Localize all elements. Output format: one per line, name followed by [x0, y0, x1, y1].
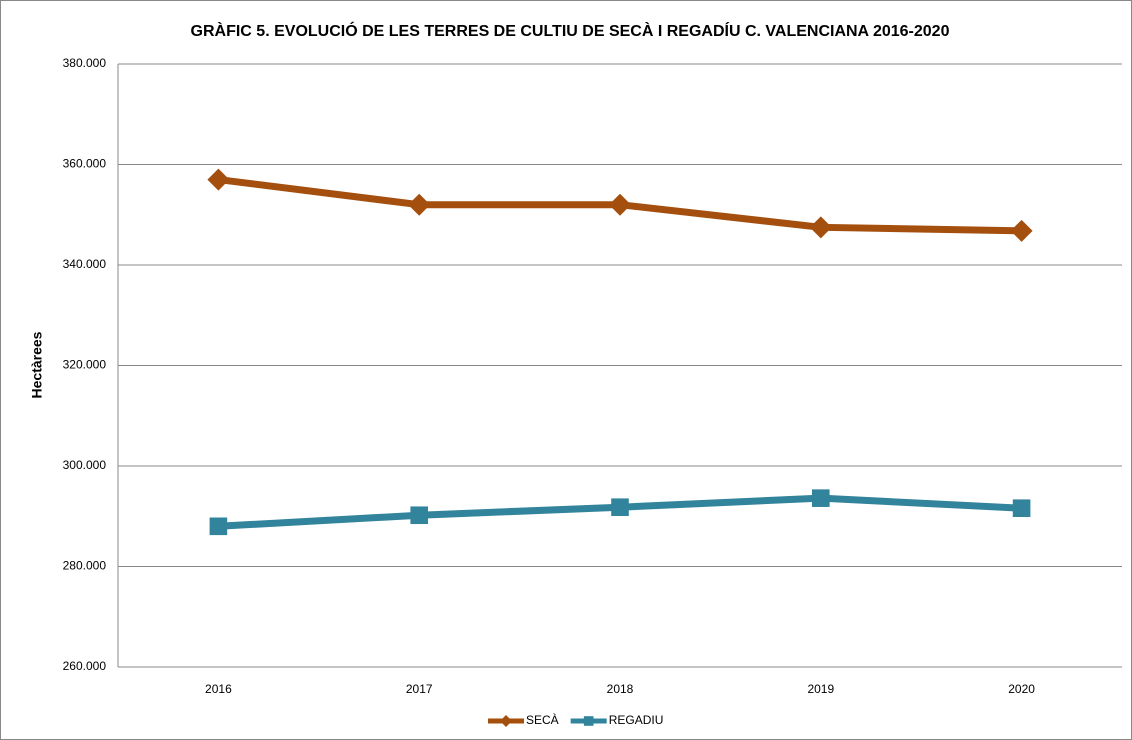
marker: [209, 517, 228, 536]
chart-title: GRÀFIC 5. EVOLUCIÓ DE LES TERRES DE CULT…: [191, 21, 950, 40]
marker: [812, 489, 830, 507]
y-tick-label: 260.000: [63, 659, 107, 673]
x-tick-label: 2017: [406, 682, 433, 696]
x-tick-label: 2020: [1008, 682, 1035, 696]
marker: [207, 168, 230, 191]
marker: [611, 498, 629, 517]
marker: [583, 716, 594, 726]
x-tick-label: 2016: [205, 682, 232, 696]
legend-label: REGADIU: [609, 713, 664, 727]
marker: [500, 715, 512, 727]
y-axis-title: Hectàrees: [29, 331, 45, 398]
marker: [609, 193, 631, 216]
y-tick-label: 340.000: [63, 257, 107, 271]
marker: [408, 193, 431, 216]
y-tick-label: 280.000: [63, 559, 107, 573]
x-tick-label: 2018: [607, 682, 634, 696]
y-tick-label: 360.000: [63, 157, 107, 171]
marker: [1010, 219, 1033, 242]
y-tick-label: 320.000: [63, 358, 107, 372]
marker: [1012, 499, 1031, 518]
marker: [410, 506, 428, 525]
legend-label: SECÀ: [526, 712, 559, 727]
y-tick-label: 300.000: [63, 458, 107, 472]
x-tick-label: 2019: [807, 682, 834, 696]
y-tick-label: 380.000: [63, 56, 107, 70]
marker: [809, 216, 832, 239]
